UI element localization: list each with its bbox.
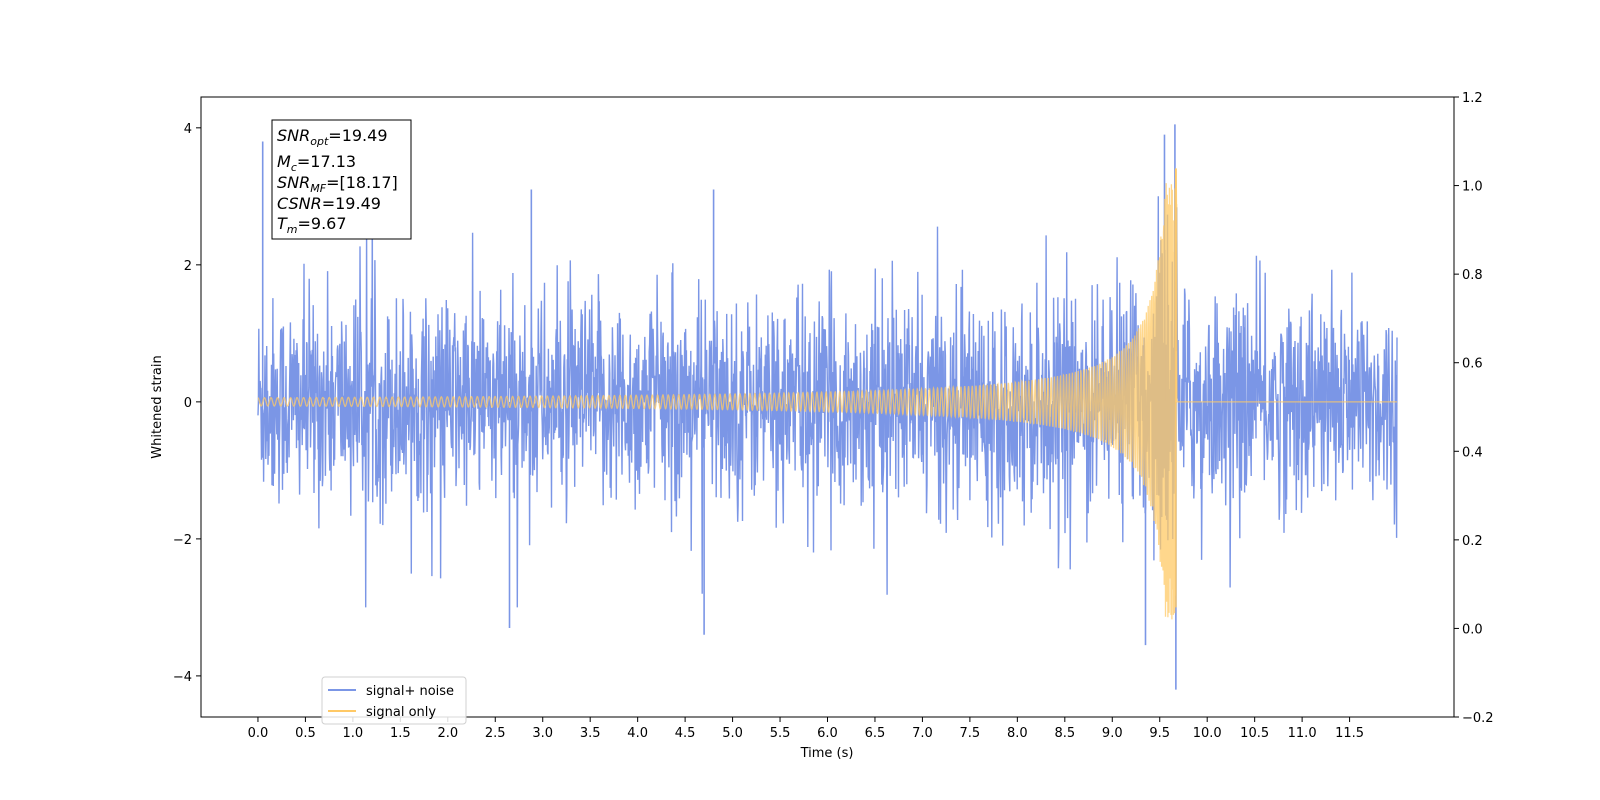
y-right-tick-label: −0.2 xyxy=(1462,711,1494,726)
y-right-tick-label: 0.0 xyxy=(1462,622,1483,637)
annotation-tm: Tm=9.67 xyxy=(277,214,347,236)
y-axis-left: 4 2 0 −2 −4 xyxy=(173,122,201,685)
legend-label-signal-noise: signal+ noise xyxy=(366,684,454,699)
y-right-tick-label: 0.6 xyxy=(1462,357,1483,372)
x-tick-label: 8.5 xyxy=(1054,726,1075,741)
x-tick-label: 5.5 xyxy=(770,726,791,741)
x-axis: 0.0 0.5 1.0 1.5 2.0 2.5 3.0 3.5 4.0 4.5 5.0 5.5 6.0 6… xyxy=(248,717,1364,741)
y-right-tick-label: 0.4 xyxy=(1462,445,1483,460)
x-tick-label: 6.5 xyxy=(865,726,886,741)
annotation-mc: Mc=17.13 xyxy=(277,152,356,174)
x-tick-label: 6.0 xyxy=(817,726,838,741)
x-tick-label: 8.0 xyxy=(1007,726,1028,741)
annotation-csnr: CSNR=19.49 xyxy=(277,194,381,213)
y-right-tick-label: 0.8 xyxy=(1462,268,1483,283)
y-tick-label: 2 xyxy=(184,259,192,274)
y-tick-label: −2 xyxy=(173,533,192,548)
x-tick-label: 2.5 xyxy=(485,726,506,741)
annotation-snr-mf: SNRMF=[18.17] xyxy=(277,173,398,195)
series-signal-only-line xyxy=(257,168,1397,620)
x-tick-label: 1.5 xyxy=(390,726,411,741)
x-tick-label: 3.5 xyxy=(580,726,601,741)
series-signal-noise-line xyxy=(257,196,1398,608)
y-tick-label: 0 xyxy=(184,396,192,411)
x-tick-label: 1.0 xyxy=(343,726,364,741)
legend-label-signal-only: signal only xyxy=(366,705,436,720)
x-tick-label: 3.0 xyxy=(532,726,553,741)
annotation-box: SNRopt=19.49 Mc=17.13 SNRMF=[18.17] CSNR… xyxy=(271,119,412,240)
legend: signal+ noise signal only xyxy=(321,676,467,725)
x-tick-label: 11.0 xyxy=(1288,726,1317,741)
series-layer xyxy=(257,124,1398,690)
y-tick-label: −4 xyxy=(173,670,192,685)
y-tick-label: 4 xyxy=(184,122,192,137)
y-right-tick-label: 1.2 xyxy=(1462,91,1483,106)
x-tick-label: 9.0 xyxy=(1102,726,1123,741)
x-tick-label: 11.5 xyxy=(1335,726,1364,741)
x-tick-label: 0.0 xyxy=(248,726,269,741)
x-tick-label: 10.0 xyxy=(1193,726,1222,741)
x-axis-label: Time (s) xyxy=(800,746,854,761)
x-tick-label: 7.5 xyxy=(960,726,981,741)
x-tick-label: 7.0 xyxy=(912,726,933,741)
x-tick-label: 10.5 xyxy=(1240,726,1269,741)
x-tick-label: 2.0 xyxy=(437,726,458,741)
x-tick-label: 4.5 xyxy=(675,726,696,741)
x-tick-label: 4.0 xyxy=(627,726,648,741)
x-tick-label: 0.5 xyxy=(295,726,316,741)
y-axis-right: 1.2 1.0 0.8 0.6 0.4 0.2 0.0 −0.2 xyxy=(1454,91,1494,726)
y-right-tick-label: 1.0 xyxy=(1462,180,1483,195)
y-right-tick-label: 0.2 xyxy=(1462,534,1483,549)
x-tick-label: 5.0 xyxy=(722,726,743,741)
x-tick-label: 9.5 xyxy=(1149,726,1170,741)
annotation-snr-opt: SNRopt=19.49 xyxy=(277,126,388,148)
y-axis-label: Whitened strain xyxy=(150,355,165,458)
